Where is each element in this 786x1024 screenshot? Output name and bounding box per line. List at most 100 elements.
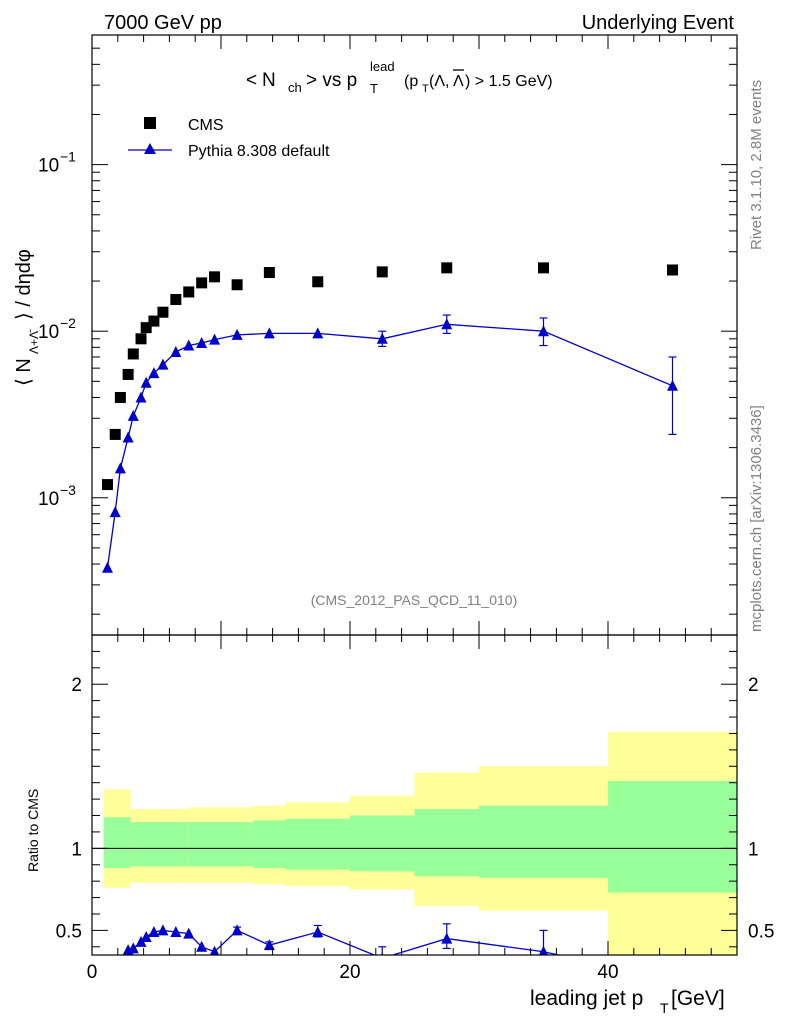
- mcplots-info-text: mcplots.cern.ch [arXiv:1306.3436]: [748, 405, 765, 632]
- ratio-band-green: [253, 820, 286, 869]
- ratio-data-point: [196, 940, 208, 952]
- ratio-band-green: [130, 822, 189, 867]
- ratio-data-point: [231, 924, 243, 936]
- ratio-y-axis-label: Ratio to CMS: [25, 789, 41, 872]
- ratio-data-point: [538, 945, 549, 955]
- rivet-info-text: Rivet 3.1.10, 2.8M events: [748, 80, 765, 250]
- ratio-band-green: [350, 815, 415, 872]
- ratio-data-point: [148, 926, 160, 938]
- ratio-band-green: [608, 781, 737, 893]
- pythia-data-point: [109, 506, 121, 518]
- ratio-band-green: [285, 818, 350, 870]
- pythia-data-point: [231, 328, 243, 340]
- ratio-band-green: [188, 822, 254, 867]
- title-open-bracket: <: [246, 70, 257, 91]
- y-tick-label: 10: [38, 489, 59, 510]
- ratio-y-tick-label-right: 1: [748, 839, 759, 860]
- ratio-data-point: [157, 924, 169, 936]
- cms-data-point: [209, 271, 221, 283]
- pythia-data-point: [196, 336, 208, 348]
- cms-data-point: [376, 266, 388, 278]
- title-cut-open: (p: [404, 73, 418, 90]
- ratio-data-point: [667, 974, 678, 985]
- cms-data-point: [667, 264, 678, 276]
- pythia-data-point: [148, 367, 160, 379]
- pythia-data-point: [441, 318, 453, 330]
- cms-data-point: [114, 391, 126, 403]
- ratio-uncertainty-bands: [103, 731, 737, 955]
- cms-data-point: [312, 276, 324, 288]
- ratio-plot-data: [122, 923, 678, 985]
- cms-data-point: [170, 293, 182, 305]
- x-tick-label: 0: [87, 962, 98, 983]
- cms-data-point: [538, 262, 549, 274]
- pythia-data-point: [157, 358, 169, 370]
- pythia-data-point: [667, 379, 678, 391]
- pythia-data-point: [101, 561, 113, 573]
- pythia-data-point: [135, 391, 147, 403]
- ratio-data-point: [441, 932, 453, 944]
- cms-data-point: [127, 348, 139, 360]
- pythia-data-point: [114, 462, 126, 474]
- ratio-y-tick-label-right: 2: [748, 675, 759, 696]
- ratio-y-tick-label-right: 0.5: [748, 921, 774, 942]
- cms-data-point: [231, 279, 243, 291]
- legend-pythia-marker: [144, 143, 156, 154]
- title-ch-subscript: ch: [288, 80, 302, 95]
- plot-title: N: [262, 70, 276, 91]
- ratio-data-point: [209, 945, 220, 955]
- pythia-data-point: [183, 339, 195, 351]
- cms-data-point: [148, 315, 160, 327]
- ratio-data-point: [380, 952, 384, 955]
- ratio-y-tick-label-left: 1: [71, 839, 82, 860]
- ratio-y-tick-label-left: 0.5: [56, 921, 82, 942]
- title-cut-mid: (Λ,: [429, 73, 449, 90]
- header-left-label: 7000 GeV pp: [104, 12, 222, 34]
- x-label-main: leading jet p: [530, 987, 643, 1010]
- y-label-subscript: Λ+Λ̄: [27, 329, 41, 354]
- x-label-unit: [GeV]: [671, 987, 725, 1010]
- title-T-subscript: T: [370, 81, 378, 96]
- x-label-subscript: T: [660, 1000, 669, 1016]
- title-lead-superscript: lead: [370, 59, 395, 74]
- main-plot-data: [101, 262, 678, 573]
- ratio-data-point: [312, 926, 324, 938]
- title-cut-T: T: [422, 83, 429, 95]
- ratio-data-point: [263, 939, 275, 951]
- y-label-open: ⟨ N: [13, 358, 35, 386]
- ratio-band-green: [414, 808, 479, 877]
- cms-data-point: [101, 479, 113, 491]
- cms-data-point: [441, 262, 453, 274]
- cms-data-point: [140, 322, 152, 334]
- y-label-close: ⟩ / dηdφ: [13, 249, 35, 320]
- cms-data-point: [135, 333, 147, 345]
- y-tick-exponent: −3: [60, 482, 76, 498]
- cms-data-point: [109, 428, 121, 440]
- pythia-data-point: [312, 327, 324, 339]
- legend-pythia-label: Pythia 8.308 default: [188, 143, 330, 160]
- x-axis-label: leading jet p T [GeV]: [530, 987, 725, 1016]
- ratio-data-point: [183, 927, 195, 939]
- pythia-data-point: [376, 332, 388, 344]
- ratio-plot-frame: [91, 634, 738, 956]
- pythia-data-point: [538, 325, 549, 337]
- ratio-data-point: [127, 942, 139, 954]
- ratio-y-tick-label-left: 2: [71, 675, 82, 696]
- ratio-band-green: [479, 805, 608, 878]
- analysis-watermark: (CMS_2012_PAS_QCD_11_010): [311, 592, 518, 608]
- title-n: N: [262, 70, 276, 91]
- axis-ticks: 10−310−210 −10.5 0.51 12 20 20 40: [38, 35, 774, 983]
- header-right-label: Underlying Event: [582, 12, 735, 34]
- pythia-data-point: [140, 376, 152, 388]
- title-vs-text: > vs p: [306, 70, 357, 91]
- cms-data-point: [157, 306, 169, 318]
- y-tick-exponent: −2: [60, 315, 76, 331]
- legend-cms-marker: [144, 117, 156, 129]
- pythia-series-line: [106, 323, 673, 568]
- cms-data-point: [183, 286, 195, 298]
- pythia-data-point: [170, 346, 182, 358]
- title-lambda-bar: Λ: [453, 73, 464, 90]
- y-tick-exponent: −1: [60, 149, 76, 165]
- y-tick-label: 10: [38, 322, 59, 343]
